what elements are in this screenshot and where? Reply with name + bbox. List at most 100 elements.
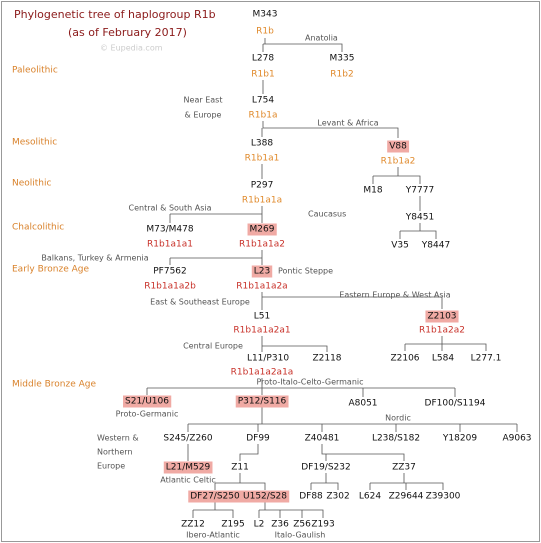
snp-marker: S21/U106 <box>125 397 169 407</box>
highlight <box>387 140 410 153</box>
era-label: Neolithic <box>12 179 52 189</box>
highlight <box>235 395 289 408</box>
region-note: Nordic <box>385 414 411 423</box>
snp-marker: L23 <box>254 267 270 277</box>
snp-marker: S245/Z260 <box>163 434 213 444</box>
snp-marker: L584 <box>432 354 454 364</box>
snp-marker: Z302 <box>326 492 349 502</box>
haplogroup: R1b1a1a2a1a <box>231 368 294 378</box>
region-note: Near East <box>184 96 223 105</box>
watermark: © Eupedia.com <box>100 44 163 53</box>
region-note: Northern <box>97 448 133 457</box>
region-note: Western & <box>97 434 139 443</box>
haplogroup: R1b1a2a2 <box>419 326 465 336</box>
region-note: Atlantic Celtic <box>160 476 215 485</box>
snp-marker: V88 <box>389 142 407 152</box>
snp-marker: M73/M478 <box>146 225 193 235</box>
snp-marker: M18 <box>363 186 382 196</box>
highlight <box>123 395 172 408</box>
snp-marker: A9063 <box>502 434 531 444</box>
snp-marker: L624 <box>359 492 381 502</box>
region-note: Caucasus <box>308 210 346 219</box>
snp-marker: P297 <box>251 181 274 191</box>
snp-marker: Z2106 <box>390 354 419 364</box>
highlight <box>247 223 277 236</box>
haplogroup: R1b1a1a2a <box>236 282 287 292</box>
haplogroup: R1b1 <box>251 70 274 80</box>
snp-marker: DF99 <box>246 434 270 444</box>
snp-marker: Z195 <box>221 520 244 530</box>
snp-marker: Z11 <box>231 463 249 473</box>
snp-marker: PF7562 <box>153 267 187 277</box>
snp-marker: L277.1 <box>471 354 502 364</box>
era-label: Mesolithic <box>12 138 57 148</box>
haplogroup: R1b1a1a2a1 <box>233 326 290 336</box>
snp-marker: Y7777 <box>405 186 434 196</box>
snp-marker: L11/P310 <box>247 354 289 364</box>
region-note: Pontic Steppe <box>278 267 333 276</box>
snp-marker: Z2118 <box>312 354 341 364</box>
region-note: & Europe <box>185 111 222 120</box>
highlight <box>241 490 290 503</box>
snp-marker: ZZ12 <box>181 520 205 530</box>
highlight <box>163 461 213 474</box>
era-label: Paleolithic <box>12 66 58 76</box>
snp-marker: L21/M529 <box>166 463 211 473</box>
snp-marker: U152/S28 <box>243 492 287 502</box>
snp-marker: Z36 <box>271 520 289 530</box>
haplogroup: R1b1a <box>249 111 278 121</box>
tree-connectors <box>146 38 518 518</box>
snp-marker: P312/S116 <box>238 397 287 407</box>
snp-marker: L388 <box>251 139 273 149</box>
era-label: Early Bronze Age <box>12 265 89 275</box>
region-note: Ibero-Atlantic <box>186 531 240 540</box>
snp-marker: L754 <box>252 96 274 106</box>
snp-marker: Z2103 <box>427 312 456 322</box>
snp-marker: L278 <box>252 54 274 64</box>
haplogroup: R1b1a2 <box>381 157 416 167</box>
highlight <box>188 490 243 503</box>
snp-marker: V35 <box>391 241 409 251</box>
region-note: Anatolia <box>305 34 338 43</box>
haplogroup: R1b2 <box>330 70 353 80</box>
snp-marker: DF19/S232 <box>301 463 350 473</box>
region-note: Balkans, Turkey & Armenia <box>41 254 148 263</box>
haplogroup: R1b1a1 <box>245 154 280 164</box>
snp-marker: M343 <box>253 10 278 20</box>
snp-marker: A8051 <box>348 399 377 409</box>
region-note: Central & South Asia <box>128 204 211 213</box>
snp-marker: Z56 <box>293 520 311 530</box>
region-note: Italo-Gaulish <box>275 531 326 540</box>
snp-marker: DF100/S1194 <box>425 399 486 409</box>
region-note: East & Southeast Europe <box>150 298 250 307</box>
era-label: Chalcolithic <box>12 223 64 233</box>
region-note: Central Europe <box>183 342 243 351</box>
title: Phylogenetic tree of haplogroup R1b <box>14 8 216 21</box>
snp-marker: Z39300 <box>426 492 461 502</box>
snp-marker: Y18209 <box>442 434 477 444</box>
haplogroup: R1b1a1a <box>242 196 282 206</box>
snp-marker: L51 <box>254 312 270 322</box>
snp-marker: L2 <box>254 520 265 530</box>
era-label: Middle Bronze Age <box>12 380 96 390</box>
region-note: Proto-Italo-Celto-Germanic <box>256 378 363 387</box>
snp-marker: ZZ37 <box>392 463 416 473</box>
snp-marker: Z29644 <box>389 492 424 502</box>
highlight <box>425 310 459 323</box>
region-note: Levant & Africa <box>317 119 378 128</box>
snp-marker: Z40481 <box>305 434 340 444</box>
snp-marker: L238/S182 <box>372 434 420 444</box>
snp-marker: M335 <box>330 54 355 64</box>
region-note: Europe <box>97 462 125 471</box>
haplogroup: R1b1a1a1 <box>147 240 193 250</box>
snp-marker: DF27/S250 <box>190 492 240 502</box>
snp-marker: DF88 <box>299 492 323 502</box>
snp-marker: Y8447 <box>421 241 450 251</box>
region-note: Eastern Europe & West Asia <box>339 291 450 300</box>
snp-marker: Z193 <box>311 520 334 530</box>
haplogroup: R1b1a1a2 <box>239 240 285 250</box>
region-note: Proto-Germanic <box>116 410 179 419</box>
haplogroup: R1b1a1a2b <box>144 282 196 292</box>
haplogroup: R1b <box>256 27 274 37</box>
